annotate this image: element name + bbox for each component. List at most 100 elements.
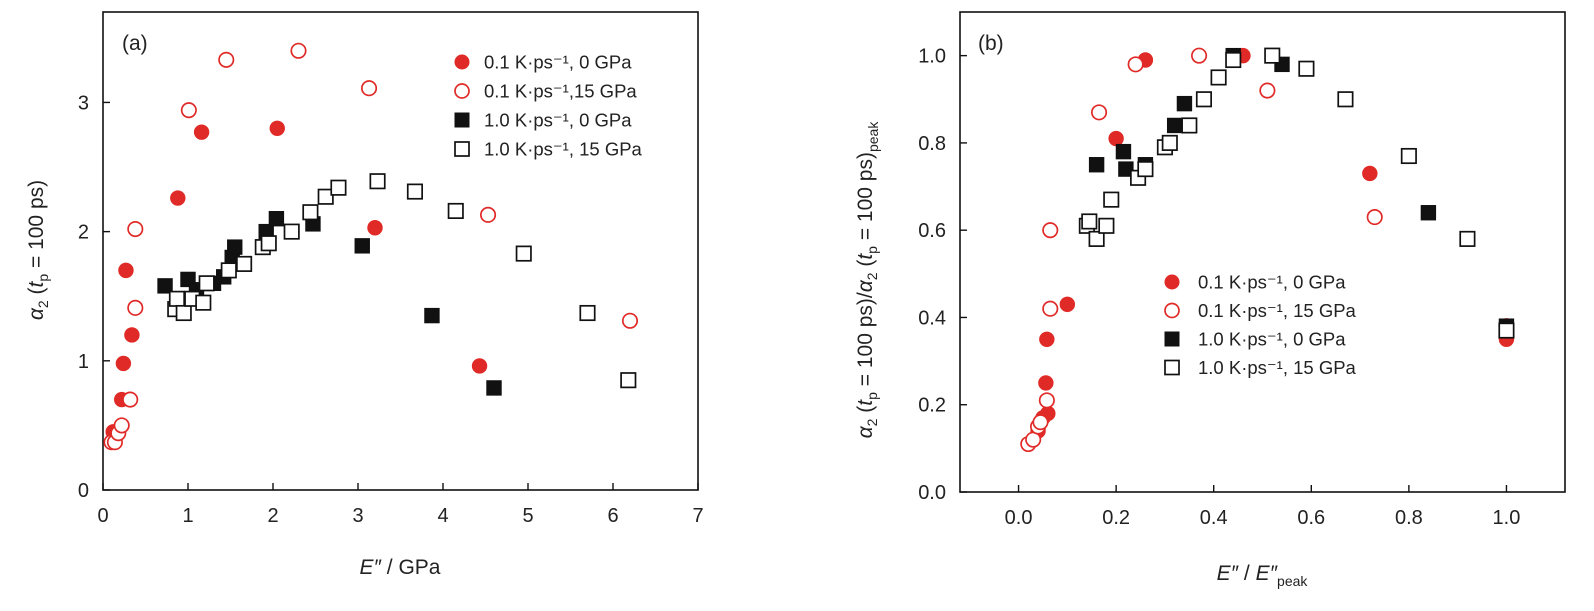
data-point-square-open [198, 275, 215, 292]
data-point-circle-open [621, 312, 639, 329]
y-label-a-tail: = 100 ps) [25, 180, 48, 274]
data-point-circle-open [127, 299, 144, 316]
x-tick-label: 1 [182, 505, 193, 527]
data-point-circle-open [290, 42, 307, 59]
data-point-circle-filled [1362, 165, 1378, 182]
data-point-square-open [1098, 217, 1115, 234]
data-point-square-open [406, 183, 423, 200]
ticks-a: 0 1 2 3 4 5 6 7 0 1 2 3 [78, 92, 704, 527]
data-point-square-open [515, 245, 532, 262]
y-label-b-sub1: 2 [864, 418, 880, 426]
data-point-square-open [220, 262, 237, 279]
data-point-square-filled [1176, 95, 1193, 112]
data-point-square-open [1103, 191, 1120, 208]
data-point-circle-filled [124, 327, 140, 343]
y-label-b-t: t [854, 399, 877, 406]
y-tick-label: 0.8 [918, 133, 946, 155]
data-point-square-open [1088, 230, 1105, 247]
y-tick-label: 0.4 [918, 307, 946, 329]
y-tick-label: 0.0 [918, 482, 946, 504]
plot-frame-a [102, 11, 699, 491]
x-label-b-sub: peak [1277, 573, 1308, 589]
data-point-circle-filled [118, 262, 134, 279]
data-point-circle-filled [193, 124, 210, 140]
y-axis-label-a: α2 (tp = 100 ps) [25, 180, 51, 320]
x-tick-label: 0.8 [1395, 507, 1423, 529]
data-point-square-filled [1088, 157, 1105, 173]
y-label-b-mid3: ( [854, 260, 877, 273]
panel-b: (b) 0.0 0.2 0.4 0.6 0.8 1.0 0.0 0.2 0.4 0.6 0.8 1.0… [854, 11, 1566, 589]
data-point-circle-filled [1059, 296, 1076, 313]
data-point-circle-open [1127, 56, 1144, 73]
x-label-b-mid: / [1238, 562, 1256, 585]
data-point-square-open [195, 294, 212, 311]
data-point-square-open [1081, 213, 1098, 230]
data-point-square-open [330, 179, 347, 196]
legend-marker [454, 112, 470, 128]
legend-label: 0.1 K·ps⁻¹, 0 GPa [1198, 272, 1346, 293]
data-point-square-open [302, 204, 319, 221]
data-point-square-open [1161, 134, 1178, 151]
x-label-b-num: E″ [1217, 562, 1240, 585]
data-point-square-filled [354, 238, 370, 254]
data-point-circle-open [122, 391, 139, 408]
data-point-circle-filled [269, 120, 285, 136]
data-point-circle-open [1042, 300, 1059, 317]
data-point-circle-open [1025, 431, 1042, 448]
data-point-square-filled [1166, 117, 1183, 134]
data-point-square-open [1337, 91, 1354, 108]
y-label-b-mid1: ( [854, 406, 877, 419]
x-tick-label: 0.2 [1102, 507, 1130, 529]
data-point-square-open [369, 173, 386, 190]
data-point-square-open [1298, 60, 1315, 77]
x-tick-label: 1.0 [1493, 507, 1521, 529]
data-point-circle-open [1042, 222, 1059, 239]
legend-label: 0.1 K·ps⁻¹, 0 GPa [484, 52, 632, 73]
y-label-b-t2: t [854, 253, 877, 260]
x-tick-label: 3 [352, 505, 363, 527]
data-point-square-filled [157, 278, 173, 294]
data-point-square-open [1400, 147, 1417, 165]
data-point-circle-filled [1108, 130, 1124, 147]
x-tick-label: 5 [522, 505, 533, 527]
y-axis-label-b: α2 (tp = 100 ps)/α2 (tp = 100 ps)peak [854, 121, 881, 439]
data-point-square-filled [1420, 205, 1437, 221]
points-b [1020, 47, 1515, 453]
legend-marker [454, 83, 470, 99]
data-point-circle-filled [1039, 331, 1055, 347]
x-label-b-den: E″ [1256, 562, 1279, 585]
data-point-circle-filled [170, 190, 186, 206]
legend-marker [454, 141, 470, 157]
data-point-square-open [1225, 51, 1242, 69]
x-tick-label: 2 [267, 505, 278, 527]
data-point-circle-filled [1038, 375, 1054, 391]
data-point-square-open [260, 235, 277, 252]
x-axis-label-a-symbol: E″ [360, 556, 383, 579]
x-tick-label: 0.4 [1200, 507, 1228, 529]
y-tick-label: 1.0 [918, 46, 946, 68]
plot-frame-b [959, 11, 1566, 493]
data-point-square-filled [1118, 161, 1134, 177]
data-point-square-open [579, 304, 596, 322]
data-point-circle-open [180, 102, 197, 119]
data-point-circle-open [127, 220, 144, 238]
data-point-square-open [1210, 69, 1227, 86]
data-point-circle-open [113, 417, 130, 434]
legend-a: 0.1 K·ps⁻¹, 0 GPa 0.1 K·ps⁻¹,15 GPa 1.0 K·… [454, 52, 643, 160]
data-point-circle-filled [367, 220, 383, 236]
y-label-a-sub2: p [35, 274, 51, 282]
y-tick-label: 0 [78, 480, 89, 502]
x-axis-label-a: E″ / GPa [360, 556, 441, 579]
y-label-a-sub1: 2 [35, 300, 51, 308]
data-point-square-open [1459, 230, 1476, 247]
points-a [103, 42, 639, 451]
x-axis-label-b: E″ / E″peak [1217, 562, 1309, 589]
data-point-circle-filled [471, 358, 488, 374]
legend-marker [1164, 359, 1180, 376]
data-point-square-open [620, 372, 637, 389]
data-point-square-open [317, 188, 334, 205]
y-label-b-tail: = 100 ps) [854, 152, 877, 246]
y-label-b-sub2: p [864, 392, 880, 400]
